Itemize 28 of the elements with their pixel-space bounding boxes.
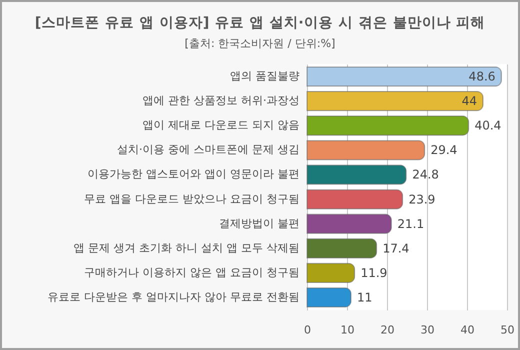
y-tick-label: 앱 문제 생겨 초기화 하니 설치 앱 모두 삭제됨 (74, 241, 300, 254)
x-tick-label: 30 (420, 324, 434, 336)
data-label: 11.9 (360, 266, 388, 280)
y-tick-label: 결제방법이 불편 (219, 216, 300, 230)
y-tick-label: 설치·이용 중에 스마트폰에 문제 생김 (117, 143, 300, 156)
data-label: 29.4 (430, 143, 458, 158)
y-tick-label: 앱에 관한 상품정보 허위·과장성 (142, 94, 300, 108)
x-tick-label: 20 (380, 324, 394, 336)
y-tick-label: 앱이 제대로 다운로드 되지 않음 (142, 118, 300, 132)
data-label: 21.1 (397, 216, 424, 231)
x-tick-label: 50 (500, 324, 514, 336)
x-tick-label: 0 (304, 324, 311, 336)
chart-subtitle: [출처: 한국소비자원 / 단위:%] (184, 36, 336, 51)
y-tick-label: 구매하거나 이용하지 않은 앱 요금이 청구됨 (84, 266, 300, 279)
chart-title: [스마트폰 유료 앱 이용자] 유료 앱 설치·이용 시 겪은 불만이나 피해 (34, 14, 486, 32)
x-tick-label: 10 (340, 324, 354, 336)
data-label: 11 (357, 290, 372, 304)
y-tick-label: 무료 앱을 다운로드 받았으나 요금이 청구됨 (84, 192, 300, 206)
data-label: 23.9 (408, 192, 436, 206)
data-label: 48.6 (468, 70, 496, 84)
data-label: 17.4 (382, 241, 410, 256)
y-tick-label: 이용가능한 앱스토어와 앱이 영문이라 불편 (88, 168, 300, 181)
y-tick-label: 앱의 품질불량 (230, 70, 300, 83)
y-tick-label: 유료로 다운받은 후 얼마지나자 않아 무료로 전환됨 (48, 290, 300, 304)
data-label: 40.4 (474, 118, 502, 133)
data-label: 24.8 (412, 168, 439, 182)
x-tick-label: 40 (460, 324, 474, 336)
data-label: 44 (462, 94, 477, 108)
